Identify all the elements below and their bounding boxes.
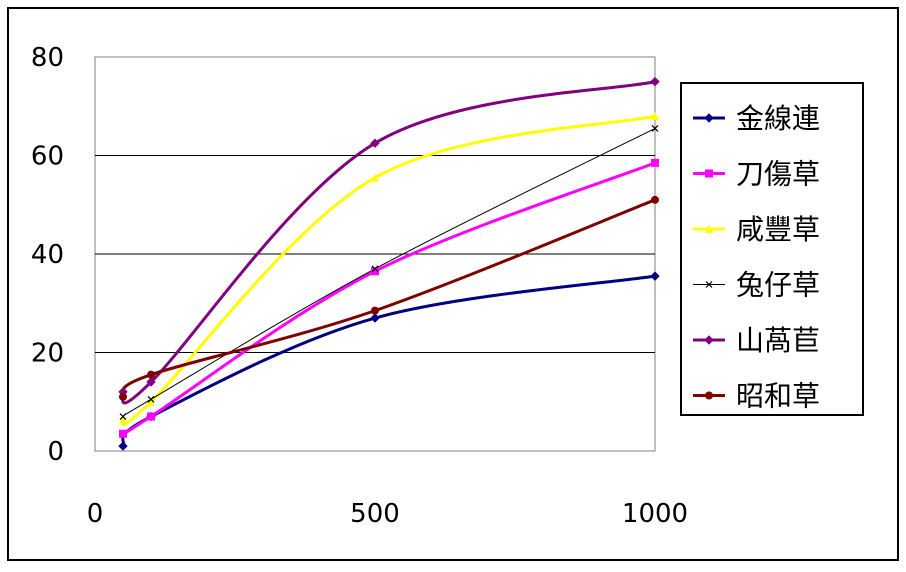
data-point-s4-p1 [146, 377, 156, 387]
y-tick-label: 20 [31, 339, 64, 369]
legend-label-5: 昭和草 [736, 380, 820, 413]
legend-label-3: 兔仔草 [736, 269, 820, 302]
data-point-s0-p3 [650, 271, 660, 281]
data-point-s1-p2 [371, 267, 379, 276]
x-axis-tick-labels: 0 500 1000 [87, 499, 688, 529]
data-point-s3-p3 [651, 124, 659, 132]
y-tick-label: 0 [47, 437, 64, 467]
data-point-s3-p1 [147, 395, 155, 403]
legend-marker-4 [704, 335, 714, 345]
legend-label-1: 刀傷草 [736, 158, 820, 191]
series-line-1 [121, 161, 657, 436]
data-point-s5-p3 [651, 195, 659, 204]
data-point-s0-p2 [370, 313, 380, 323]
legend-marker-3 [705, 281, 713, 288]
data-point-s4-p3 [650, 76, 660, 87]
data-point-s2-p2 [371, 173, 379, 182]
legend-marker-5 [705, 391, 713, 400]
data-point-s5-p0 [119, 392, 127, 401]
series-line-5 [121, 198, 657, 399]
data-point-s1-p1 [147, 412, 155, 421]
data-point-s2-p0 [119, 414, 127, 423]
data-point-s1-p0 [119, 429, 127, 438]
data-point-s1-p3 [651, 158, 659, 167]
series-lines [121, 80, 657, 448]
data-point-s4-p2 [370, 138, 380, 148]
data-point-s5-p1 [147, 370, 155, 379]
data-point-s3-p0 [119, 413, 127, 420]
data-point-s2-p3 [651, 112, 659, 121]
legend-marker-2 [705, 225, 713, 233]
gridlines [95, 155, 655, 353]
data-point-s2-p1 [147, 397, 155, 406]
series-markers [118, 76, 660, 451]
x-tick-label: 500 [350, 499, 400, 529]
x-tick-label: 0 [87, 499, 104, 529]
data-point-s3-p2 [371, 265, 379, 273]
data-point-s5-p2 [371, 306, 379, 315]
y-tick-label: 60 [31, 142, 64, 172]
series-line-3 [122, 127, 656, 418]
series-line-2 [121, 114, 657, 426]
legend-label-2: 咸豐草 [736, 213, 820, 246]
data-point-s0-p0 [118, 441, 128, 451]
legend-marker-1 [705, 169, 713, 178]
y-tick-label: 80 [31, 43, 64, 73]
y-tick-label: 40 [31, 240, 64, 270]
legend-label-4: 山萵苣 [736, 324, 820, 357]
legend-marker-0 [704, 113, 714, 123]
x-tick-label: 1000 [622, 499, 688, 529]
series-line-4 [121, 80, 657, 405]
legend-label-0: 金線連 [736, 102, 820, 135]
legend-box [680, 82, 864, 416]
y-axis-tick-labels: 0 20 40 60 80 [31, 43, 64, 467]
